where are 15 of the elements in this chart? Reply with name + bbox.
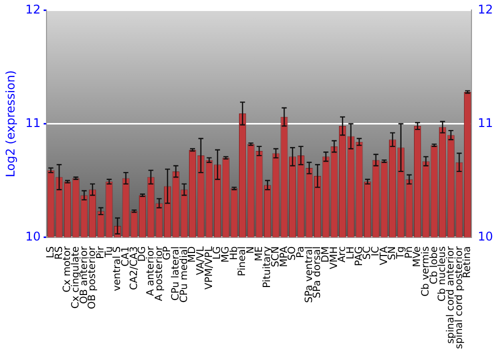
x-tick-label: Tg <box>395 246 406 260</box>
y-tick-label: 10 <box>25 229 41 244</box>
y-tick-label: 12 <box>25 2 41 16</box>
x-tick-label: Retina <box>462 246 474 278</box>
y-axis-title: Log2 (expression) <box>3 70 18 178</box>
x-tick-label: Pa <box>295 246 306 258</box>
x-tick-label: A posterior <box>154 245 165 302</box>
x-tick-label: ME <box>254 246 265 262</box>
y2-tick-label: 10 <box>478 229 494 244</box>
x-tick-label: Pituitary <box>262 246 274 288</box>
y2-tick-label: 12 <box>478 2 494 16</box>
y2-tick-label: 11 <box>478 116 494 130</box>
x-tick-label: spinal cord posterior <box>454 245 465 350</box>
x-tick-label: OB posterior <box>87 245 98 310</box>
y-tick-label: 11 <box>25 116 41 130</box>
